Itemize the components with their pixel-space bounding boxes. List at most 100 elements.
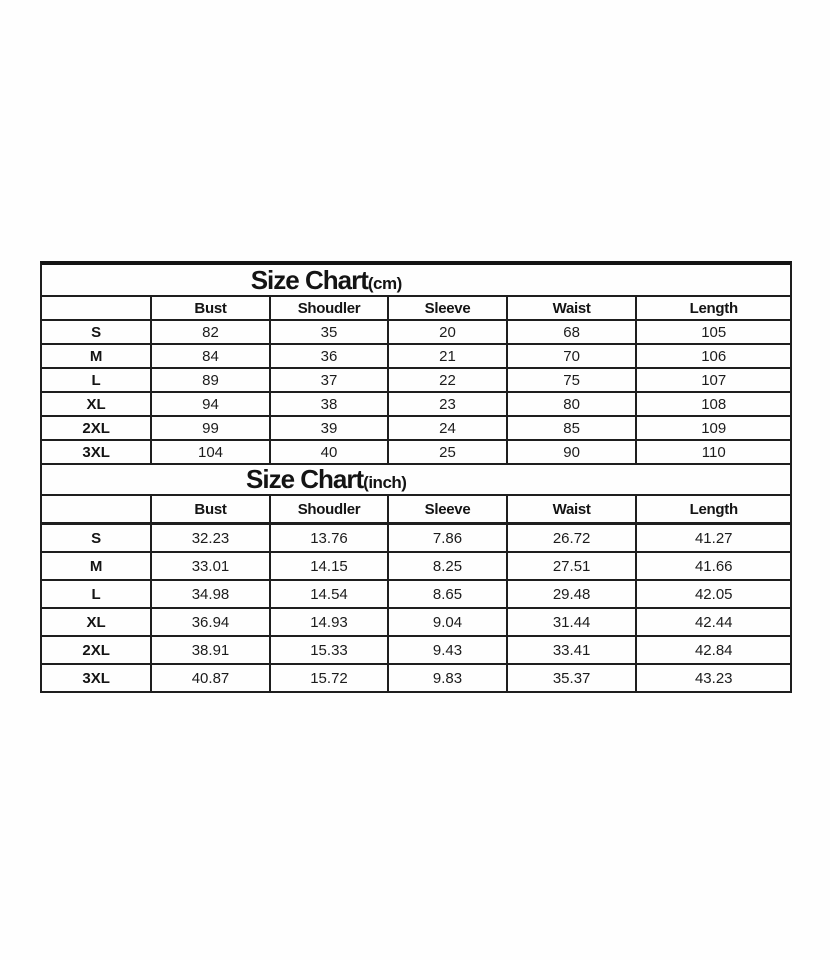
measurement-cell: 9.43	[387, 635, 508, 665]
column-header: Bust	[150, 494, 271, 525]
measurement-cell: 89	[150, 367, 271, 393]
column-header: Bust	[150, 295, 271, 321]
measurement-cell: 14.54	[268, 579, 390, 609]
measurement-cell: 15.72	[268, 663, 390, 693]
corner-cell	[39, 494, 153, 525]
corner-cell	[39, 295, 153, 321]
table-row: M 33.01 14.15 8.25 27.51 41.66	[39, 551, 792, 581]
measurement-cell: 40	[268, 439, 390, 465]
size-label-cell: 3XL	[39, 663, 153, 693]
measurement-cell: 35.37	[505, 663, 638, 693]
size-label-cell: M	[39, 343, 153, 369]
measurement-cell: 42.05	[635, 579, 792, 609]
table-row: S 32.23 13.76 7.86 26.72 41.27	[39, 522, 792, 553]
measurement-cell: 9.83	[387, 663, 508, 693]
measurement-cell: 31.44	[505, 607, 638, 637]
measurement-cell: 37	[268, 367, 390, 393]
measurement-cell: 75	[505, 367, 638, 393]
size-chart-inch-title-row: Size Chart(inch)	[40, 464, 792, 495]
measurement-cell: 70	[505, 343, 638, 369]
measurement-cell: 29.48	[505, 579, 638, 609]
size-label-cell: XL	[39, 607, 153, 637]
measurement-cell: 7.86	[387, 522, 508, 553]
measurement-cell: 42.84	[635, 635, 792, 665]
measurement-cell: 15.33	[268, 635, 390, 665]
measurement-cell: 25	[387, 439, 508, 465]
size-chart-inch-title: Size Chart(inch)	[42, 464, 610, 495]
measurement-cell: 13.76	[268, 522, 390, 553]
size-label-cell: 2XL	[39, 635, 153, 665]
table-row: 3XL 40.87 15.72 9.83 35.37 43.23	[39, 663, 792, 693]
size-label-cell: 2XL	[39, 415, 153, 441]
measurement-cell: 34.98	[150, 579, 271, 609]
title-text: Size Chart	[246, 464, 364, 494]
measurement-cell: 42.44	[635, 607, 792, 637]
measurement-cell: 32.23	[150, 522, 271, 553]
size-chart-cm-table: Bust Shoudler Sleeve Waist Length S 82 35 20 68 1…	[39, 295, 792, 465]
measurement-cell: 9.04	[387, 607, 508, 637]
size-label-cell: S	[39, 522, 153, 553]
measurement-cell: 14.93	[268, 607, 390, 637]
table-row: L 34.98 14.54 8.65 29.48 42.05	[39, 579, 792, 609]
measurement-cell: 107	[635, 367, 792, 393]
measurement-cell: 26.72	[505, 522, 638, 553]
measurement-cell: 41.66	[635, 551, 792, 581]
measurement-cell: 110	[635, 439, 792, 465]
measurement-cell: 33.41	[505, 635, 638, 665]
measurement-cell: 80	[505, 391, 638, 417]
measurement-cell: 35	[268, 319, 390, 345]
measurement-cell: 24	[387, 415, 508, 441]
measurement-cell: 21	[387, 343, 508, 369]
size-label-cell: S	[39, 319, 153, 345]
measurement-cell: 22	[387, 367, 508, 393]
table-row: S 82 35 20 68 105	[39, 319, 792, 345]
table-row: XL 94 38 23 80 108	[39, 391, 792, 417]
measurement-cell: 105	[635, 319, 792, 345]
table-row: 2XL 38.91 15.33 9.43 33.41 42.84	[39, 635, 792, 665]
measurement-cell: 109	[635, 415, 792, 441]
table-row: M 84 36 21 70 106	[39, 343, 792, 369]
column-header: Waist	[505, 494, 638, 525]
measurement-cell: 40.87	[150, 663, 271, 693]
measurement-cell: 27.51	[505, 551, 638, 581]
measurement-cell: 38.91	[150, 635, 271, 665]
measurement-cell: 108	[635, 391, 792, 417]
unit-label: (inch)	[363, 473, 407, 492]
table-row: 2XL 99 39 24 85 109	[39, 415, 792, 441]
measurement-cell: 68	[505, 319, 638, 345]
measurement-cell: 36	[268, 343, 390, 369]
column-header: Waist	[505, 295, 638, 321]
measurement-cell: 82	[150, 319, 271, 345]
column-header: Sleeve	[387, 295, 508, 321]
size-label-cell: L	[39, 367, 153, 393]
measurement-cell: 20	[387, 319, 508, 345]
column-header: Shoudler	[268, 494, 390, 525]
column-header: Shoudler	[268, 295, 390, 321]
size-chart-inch-table: Bust Shoudler Sleeve Waist Length S 32.23 13.7…	[39, 494, 792, 693]
measurement-cell: 106	[635, 343, 792, 369]
column-header: Length	[635, 295, 792, 321]
size-label-cell: 3XL	[39, 439, 153, 465]
measurement-cell: 39	[268, 415, 390, 441]
column-header: Length	[635, 494, 792, 525]
measurement-cell: 33.01	[150, 551, 271, 581]
measurement-cell: 36.94	[150, 607, 271, 637]
measurement-cell: 85	[505, 415, 638, 441]
size-label-cell: M	[39, 551, 153, 581]
measurement-cell: 14.15	[268, 551, 390, 581]
measurement-cell: 99	[150, 415, 271, 441]
column-header: Sleeve	[387, 494, 508, 525]
title-text: Size Chart	[250, 264, 369, 295]
measurement-cell: 43.23	[635, 663, 792, 693]
measurement-cell: 94	[150, 391, 271, 417]
measurement-cell: 104	[150, 439, 271, 465]
measurement-cell: 23	[387, 391, 508, 417]
measurement-cell: 38	[268, 391, 390, 417]
measurement-cell: 8.65	[387, 579, 508, 609]
table-row: XL 36.94 14.93 9.04 31.44 42.44	[39, 607, 792, 637]
unit-label: (cm)	[367, 273, 402, 293]
header-row: Bust Shoudler Sleeve Waist Length	[39, 494, 792, 525]
measurement-cell: 8.25	[387, 551, 508, 581]
size-chart-cm-title: Size Chart(cm)	[42, 265, 610, 296]
